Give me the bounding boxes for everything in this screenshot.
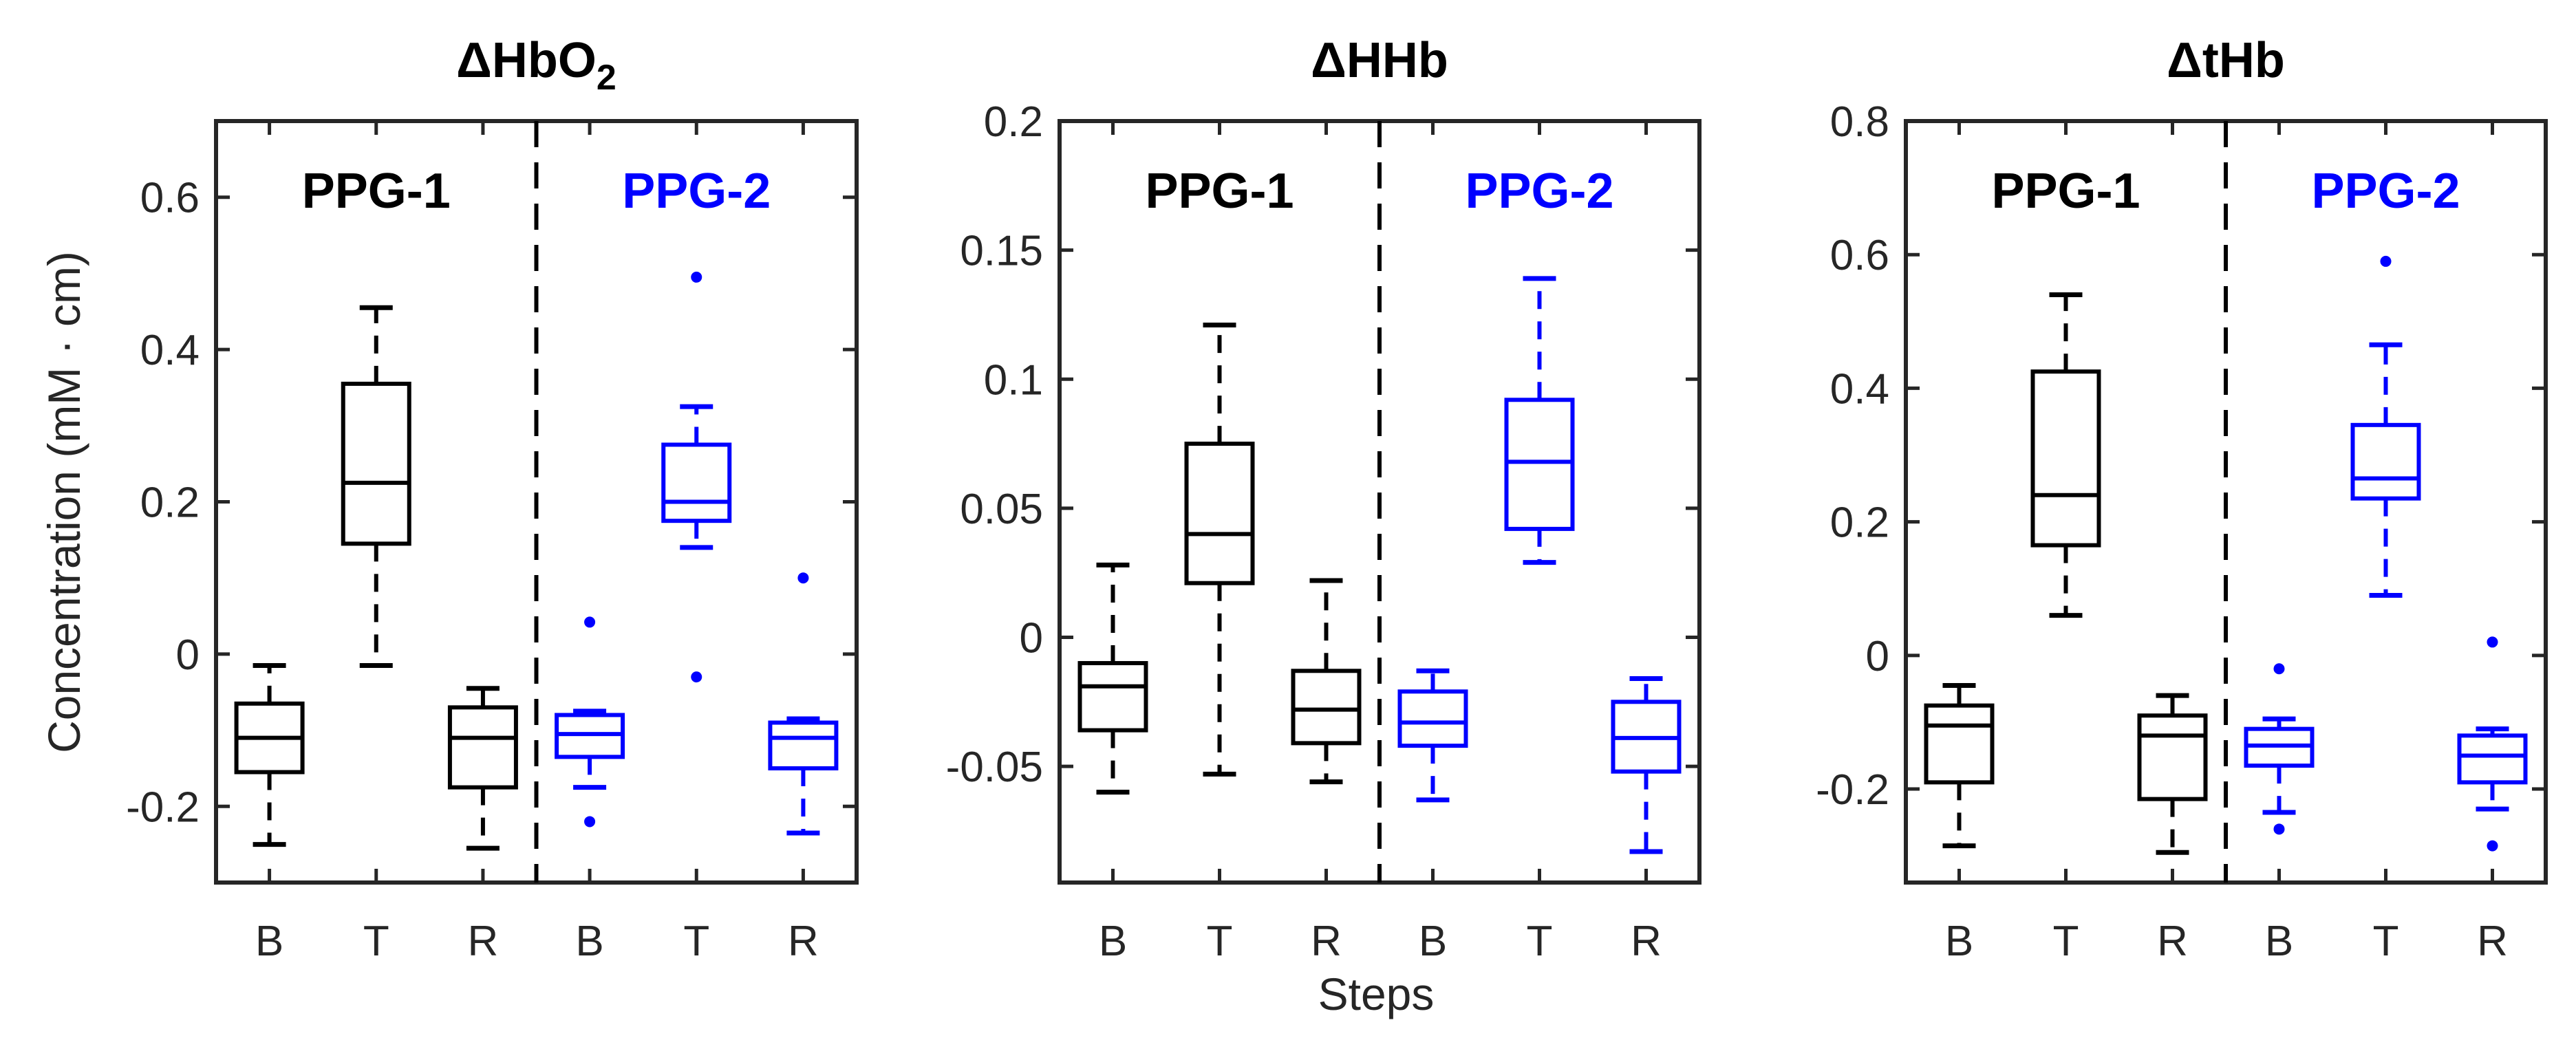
box-ppg-2-b (555, 616, 625, 828)
outlier-point (2487, 636, 2498, 648)
box-ppg-1-t (341, 305, 411, 669)
outlier-point (584, 616, 596, 628)
chart-title-text: ΔHHb (1311, 33, 1448, 88)
outlier-point (797, 572, 809, 584)
group-label: PPG-1 (1991, 164, 2140, 219)
box-iqr (2030, 369, 2101, 548)
box-ppg-1-r (1291, 578, 1362, 785)
y-tick-label: 0 (1866, 633, 1889, 680)
y-tick-label: 0.2 (984, 98, 1043, 146)
box-ppg-2-b (2244, 663, 2315, 835)
x-tick-label: R (788, 918, 819, 965)
box-iqr (1397, 689, 1468, 748)
box-ppg-1-t (1184, 322, 1255, 777)
box-ppg-1-b (234, 663, 305, 847)
box-ppg-1-r (2137, 693, 2208, 855)
x-tick-label: R (2157, 918, 2188, 965)
group-label: PPG-2 (1465, 164, 1613, 219)
x-tick-label: T (363, 918, 389, 965)
y-tick-label: 0 (1020, 615, 1043, 662)
x-tick-label: R (1311, 918, 1342, 965)
y-tick-label: -0.05 (946, 744, 1043, 791)
box-ppg-2-t (2350, 255, 2421, 598)
chart-title: ΔtHb (2167, 33, 2285, 88)
y-tick-label: 0.2 (140, 479, 200, 527)
box-ppg-1-r (447, 686, 518, 851)
y-tick-label: 0.4 (140, 327, 200, 374)
chart-title-text: ΔtHb (2167, 33, 2285, 88)
y-tick-label: 0.2 (1830, 499, 1889, 547)
x-tick-label: T (1207, 918, 1233, 965)
y-tick-label: -0.2 (1816, 766, 1889, 814)
y-tick-label: 0.4 (1830, 365, 1889, 413)
chart-title-subscript: 2 (597, 58, 616, 98)
outlier-point (2487, 840, 2498, 852)
x-tick-label: B (1419, 918, 1447, 965)
chart-panel-1: ΔHbO2 -0.2 0 0.2 0.4 0.6 B T R B T R PPG-1 PPG-2 (126, 33, 859, 965)
box-iqr (768, 720, 839, 770)
outlier-point (691, 671, 702, 683)
y-tick-label: 0.1 (984, 356, 1043, 404)
box-iqr (1291, 669, 1362, 746)
box-ppg-2-r (1611, 676, 1682, 854)
y-tick-label: 0.6 (140, 175, 200, 222)
box-iqr (2137, 713, 2208, 801)
group-label: PPG-2 (622, 164, 771, 219)
outlier-point (2273, 663, 2285, 675)
y-tick-label: 0 (176, 631, 200, 679)
box-iqr (2457, 733, 2528, 785)
y-tick-label: 0.05 (960, 486, 1043, 533)
box-ppg-1-b (1077, 562, 1148, 795)
outlier-point (2273, 823, 2285, 835)
y-tick-label: 0.8 (1830, 98, 1889, 146)
x-tick-label: T (2373, 918, 2399, 965)
box-iqr (1924, 703, 1995, 785)
chart-title: ΔHHb (1311, 33, 1448, 88)
box-iqr (447, 705, 518, 790)
chart-title-text: ΔHbO (456, 33, 597, 88)
box-iqr (341, 381, 411, 546)
group-label: PPG-2 (2311, 164, 2460, 219)
x-axis-label: Steps (1318, 969, 1435, 1019)
chart-panel-3: ΔtHb -0.2 0 0.2 0.4 0.6 0.8 B T R B T R PPG-1 PPG-2 (1816, 33, 2548, 965)
x-tick-label: R (2477, 918, 2508, 965)
x-tick-label: T (2053, 918, 2079, 965)
y-tick-label: 0.15 (960, 228, 1043, 275)
chart-title: ΔHbO2 (456, 33, 616, 98)
box-ppg-2-t (661, 271, 732, 683)
x-tick-label: B (1945, 918, 1973, 965)
outlier-point (2380, 255, 2392, 267)
x-tick-label: B (255, 918, 283, 965)
x-tick-label: T (1527, 918, 1553, 965)
box-ppg-2-t (1504, 276, 1575, 565)
x-tick-label: T (683, 918, 709, 965)
box-ppg-2-b (1397, 668, 1468, 803)
box-ppg-1-t (2030, 292, 2101, 618)
box-iqr (1077, 661, 1148, 733)
box-iqr (2350, 422, 2421, 501)
x-tick-label: R (1631, 918, 1662, 965)
y-axis-label: Concentration (mM · cm) (39, 251, 89, 753)
group-label: PPG-1 (1145, 164, 1294, 219)
x-tick-label: R (468, 918, 499, 965)
box-iqr (1504, 398, 1575, 531)
box-ppg-2-r (2457, 636, 2528, 852)
box-ppg-1-b (1924, 683, 1995, 849)
x-tick-label: B (1099, 918, 1127, 965)
x-tick-label: B (2265, 918, 2293, 965)
outlier-point (691, 271, 702, 283)
y-tick-label: -0.2 (126, 783, 200, 831)
y-tick-label: 0.6 (1830, 232, 1889, 279)
box-iqr (661, 442, 732, 523)
group-label: PPG-1 (302, 164, 451, 219)
chart-panel-2: ΔHHb -0.05 0 0.05 0.1 0.15 0.2 B T R B T R PPG-1 PPG-2 (946, 33, 1702, 965)
outlier-point (584, 816, 596, 828)
box-iqr (1184, 442, 1255, 585)
box-ppg-2-r (768, 572, 839, 836)
x-tick-label: B (575, 918, 603, 965)
